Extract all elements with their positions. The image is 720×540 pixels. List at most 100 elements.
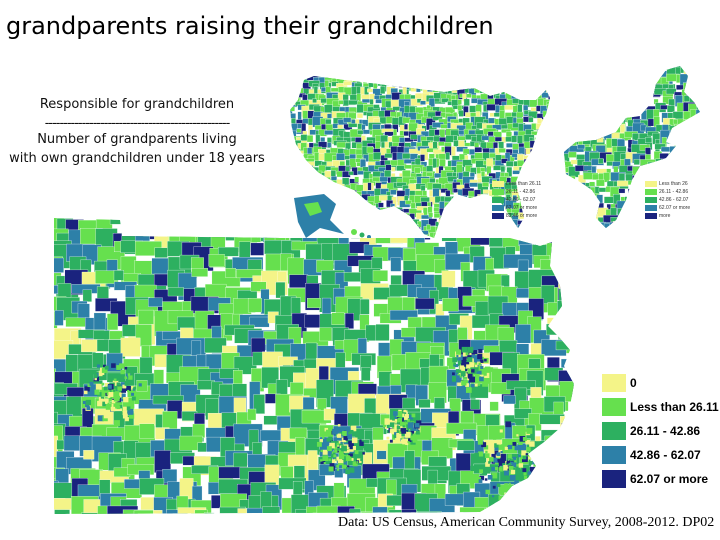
region-cell [474,383,478,387]
region-cell [558,271,574,289]
region-cell [275,513,303,514]
region-cell [128,413,135,419]
region-cell [477,194,488,202]
region-cell [674,138,690,148]
region-cell [343,272,362,282]
region-cell [645,137,652,144]
region-cell [549,147,550,155]
region-cell [616,180,629,187]
region-cell [129,390,133,395]
region-cell [689,216,700,228]
region-cell [94,377,97,381]
region-cell [505,421,512,428]
region-cell [333,444,339,450]
region-cell [543,194,550,203]
region-cell [486,354,490,358]
region-cell [690,126,700,132]
region-cell [290,218,305,232]
region-cell [645,67,659,73]
region-cell [399,418,406,424]
region-cell [113,385,118,391]
region-cell [513,70,519,73]
region-cell [560,453,574,467]
region-cell [297,70,308,75]
region-cell [54,509,55,514]
region-cell [576,188,593,201]
region-cell [509,474,516,481]
region-cell [97,505,108,514]
region-cell [191,340,202,357]
region-cell [690,173,698,181]
region-cell [302,76,310,77]
region-cell [373,76,384,79]
region-cell [597,101,606,107]
region-cell [556,74,563,85]
region-cell [703,165,706,175]
region-cell [290,112,291,119]
region-cell [583,117,591,129]
region-cell [520,484,523,488]
region-cell [296,76,302,86]
region-cell [319,327,332,342]
region-cell [518,454,521,458]
region-cell [294,172,300,179]
region-cell [577,94,592,102]
region-cell [470,399,481,410]
region-cell [65,317,87,327]
region-cell [343,81,353,86]
region-cell [682,220,688,227]
region-cell [107,505,139,514]
region-cell [676,131,684,142]
region-cell [404,431,411,438]
region-cell [457,77,470,83]
region-cell [569,464,574,485]
region-cell [584,122,592,130]
region-cell [467,357,473,362]
region-cell [465,387,472,393]
region-cell [107,384,112,389]
region-cell [518,490,523,495]
formula-denominator-line1: Number of grandparents living [37,132,237,147]
region-cell [492,485,496,489]
region-cell [392,81,404,87]
region-cell [101,367,108,373]
region-cell [592,68,600,77]
region-cell [602,216,619,228]
region-cell [568,111,575,125]
pa-legend-swatch [602,470,626,488]
region-cell [284,183,288,187]
region-cell [557,218,571,241]
region-cell [703,153,706,164]
region-cell [423,76,431,81]
region-cell [542,142,550,148]
region-cell [342,458,346,463]
region-cell [308,183,314,192]
region-cell [290,171,295,182]
region-cell [113,389,116,392]
region-cell [571,202,581,210]
region-cell [638,82,649,92]
region-cell [477,439,483,445]
region-cell [104,365,109,370]
region-cell [569,83,576,93]
region-cell [560,358,574,368]
region-cell [583,194,590,200]
region-cell [543,447,548,452]
region-cell [332,183,337,189]
pa-legend-item: 42.86 - 62.07 [602,443,719,467]
region-cell [284,80,288,91]
region-cell [452,376,458,382]
region-cell [558,316,574,342]
region-cell [417,81,424,89]
region-cell [277,271,287,282]
region-cell [517,491,540,505]
region-cell [300,179,314,191]
region-cell [131,396,136,401]
region-cell [599,312,617,330]
region-cell [348,197,355,205]
region-cell [564,203,568,214]
region-cell [703,110,706,119]
region-cell [404,137,414,143]
region-cell [557,194,563,203]
region-cell [471,202,481,213]
